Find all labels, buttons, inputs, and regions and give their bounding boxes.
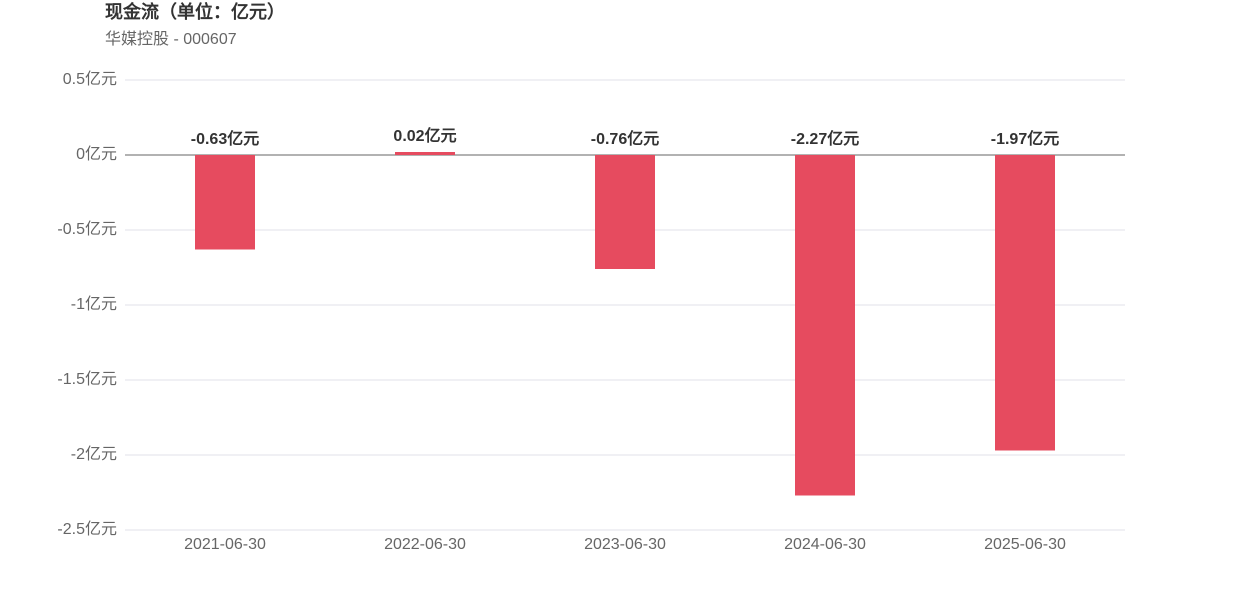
bar — [995, 155, 1055, 451]
x-tick-label: 2025-06-30 — [984, 536, 1066, 553]
chart-subtitle: 华媒控股 - 000607 — [105, 30, 237, 48]
y-tick-label: -2.5亿元 — [57, 520, 117, 538]
bar — [795, 155, 855, 496]
x-tick-label: 2021-06-30 — [184, 536, 266, 553]
y-tick-label: -1亿元 — [71, 295, 117, 313]
x-tick-label: 2023-06-30 — [584, 536, 666, 553]
y-tick-label: -2亿元 — [71, 445, 117, 463]
y-tick-label: 0.5亿元 — [63, 70, 117, 88]
y-tick-label: 0亿元 — [76, 145, 117, 163]
bar — [595, 155, 655, 269]
value-label: 0.02亿元 — [393, 126, 456, 145]
x-tick-label: 2022-06-30 — [384, 536, 466, 553]
value-label: -1.97亿元 — [991, 129, 1059, 148]
value-label: -0.76亿元 — [591, 129, 659, 148]
chart-title: 现金流（单位：亿元） — [105, 1, 285, 22]
value-label: -2.27亿元 — [791, 129, 859, 148]
x-tick-label: 2024-06-30 — [784, 536, 866, 553]
value-label: -0.63亿元 — [191, 129, 259, 148]
bar — [195, 155, 255, 250]
y-tick-label: -0.5亿元 — [57, 220, 117, 238]
y-tick-label: -1.5亿元 — [57, 370, 117, 388]
bar — [395, 152, 455, 155]
